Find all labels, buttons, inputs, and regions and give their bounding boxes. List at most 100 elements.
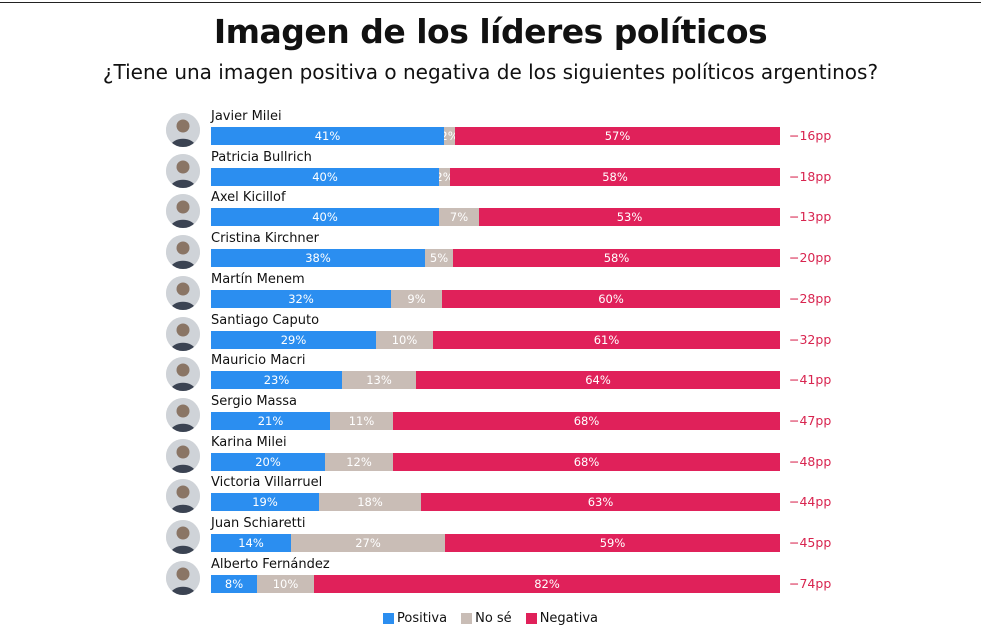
bar-segment-positiva: 20% (211, 452, 325, 471)
bar-segment-negativa: 58% (453, 249, 780, 268)
row-label-juan-schiaretti: Juan Schiaretti (211, 516, 306, 531)
bar-segment-no-se: 9% (391, 289, 442, 308)
row-label-martin-menem: Martín Menem (211, 271, 305, 287)
avatar-portrait-icon (166, 438, 200, 473)
bar-segment-negativa: 58% (450, 167, 780, 186)
net-label-victoria-villarruel: −44pp (789, 494, 832, 510)
data-label-no-se: 10% (391, 332, 418, 347)
bar-segment-no-se: 7% (439, 208, 479, 227)
data-label-negativa: 82% (534, 576, 560, 591)
net-label-martin-menem: −28pp (789, 290, 832, 306)
data-label-negativa: 57% (604, 129, 631, 143)
row-label-alberto-fernandez: Alberto Fernández (211, 556, 330, 572)
bar-martin-menem: 32% 9% 60% (211, 289, 780, 308)
bar-segment-positiva: 40% (211, 167, 439, 186)
avatar-portrait-icon (166, 275, 200, 310)
row-label-cristina-kirchner: Cristina Kirchner (211, 231, 320, 247)
avatar-portrait-icon (166, 153, 200, 188)
bar-segment-positiva: 40% (211, 208, 439, 227)
bar-segment-negativa: 63% (421, 493, 780, 512)
bar-patricia-bullrich: 40% 2% 58% (211, 167, 780, 186)
data-label-positiva: 23% (263, 373, 290, 388)
avatar-portrait-icon (166, 316, 200, 351)
bar-karina-milei: 20% 12% 68% (211, 452, 780, 471)
bar-segment-no-se: 13% (342, 371, 416, 390)
row-label-santiago-caputo: Santiago Caputo (211, 312, 320, 328)
avatar-portrait-icon (166, 560, 200, 595)
legend-item-positiva: Positiva (383, 611, 447, 626)
bar-segment-no-se: 18% (319, 493, 421, 512)
net-label-juan-schiaretti: −45pp (789, 535, 832, 550)
avatar-juan-schiaretti (166, 520, 200, 554)
bar-segment-negativa: 82% (314, 574, 780, 593)
legend-label-negativa: Negativa (539, 611, 598, 626)
bar-segment-positiva: 29% (211, 330, 376, 349)
avatar-sergio-massa (166, 397, 200, 432)
row-label-axel-kicillof: Axel Kicillof (211, 190, 286, 206)
data-label-no-se: 12% (346, 454, 372, 469)
legend-item-no-se: No sé (461, 611, 512, 626)
bar-segment-negativa: 68% (393, 452, 780, 471)
bar-segment-positiva: 21% (211, 411, 330, 430)
bar-juan-schiaretti: 14% 27% 59% (211, 534, 780, 552)
chart-title: Imagen de los líderes políticos (213, 12, 768, 51)
net-label-javier-milei: −16pp (789, 128, 832, 143)
data-label-no-se: 9% (407, 291, 426, 306)
data-label-positiva: 41% (314, 129, 341, 143)
data-label-positiva: 19% (252, 495, 278, 510)
data-label-no-se: 7% (449, 210, 469, 225)
data-label-positiva: 38% (305, 251, 331, 266)
data-label-negativa: 63% (587, 495, 614, 510)
net-label-patricia-bullrich: −18pp (789, 168, 832, 184)
row-label-victoria-villarruel: Victoria Villarruel (211, 475, 323, 491)
avatar-karina-milei (166, 438, 200, 473)
avatar-portrait-icon (166, 397, 200, 432)
avatar-portrait-icon (166, 113, 200, 147)
bar-santiago-caputo: 29% 10% 61% (211, 330, 780, 349)
bar-segment-positiva: 8% (211, 574, 257, 593)
bar-axel-kicillof: 40% 7% 53% (211, 208, 780, 227)
avatar-portrait-icon (166, 194, 200, 229)
data-label-negativa: 64% (585, 373, 611, 388)
data-label-negativa: 68% (573, 454, 600, 469)
avatar-portrait-icon (166, 520, 200, 554)
net-label-cristina-kirchner: −20pp (789, 250, 832, 266)
bar-segment-no-se: 27% (291, 534, 445, 552)
row-label-karina-milei: Karina Milei (211, 434, 287, 450)
avatar-javier-milei (166, 113, 200, 147)
data-label-negativa: 59% (599, 536, 626, 550)
bar-segment-negativa: 59% (445, 534, 780, 552)
bar-mauricio-macri: 23% 13% 64% (211, 371, 780, 390)
data-label-positiva: 40% (312, 210, 338, 225)
data-label-no-se: 18% (357, 495, 383, 510)
bar-alberto-fernandez: 8% 10% 82% (211, 574, 780, 593)
data-label-positiva: 8% (224, 576, 244, 591)
data-label-positiva: 29% (280, 332, 307, 347)
data-label-no-se: 2% (444, 129, 455, 143)
bar-segment-no-se: 2% (439, 167, 450, 186)
bar-segment-no-se: 10% (376, 330, 433, 349)
net-label-karina-milei: −48pp (789, 453, 832, 469)
bar-segment-negativa: 68% (393, 411, 780, 430)
bar-segment-negativa: 57% (455, 127, 780, 145)
data-label-no-se: 13% (366, 373, 392, 388)
avatar-santiago-caputo (166, 316, 200, 351)
avatar-portrait-icon (166, 357, 200, 392)
data-label-negativa: 61% (593, 332, 620, 347)
data-label-negativa: 53% (616, 210, 643, 225)
bar-segment-negativa: 64% (416, 371, 780, 390)
bar-segment-no-se: 5% (425, 249, 453, 268)
bar-segment-negativa: 60% (442, 289, 780, 308)
bar-segment-negativa: 61% (433, 330, 780, 349)
bar-segment-positiva: 41% (211, 127, 444, 145)
data-label-positiva: 21% (257, 413, 284, 428)
data-label-positiva: 40% (312, 169, 338, 184)
bar-victoria-villarruel: 19% 18% 63% (211, 493, 780, 512)
avatar-patricia-bullrich (166, 153, 200, 188)
legend-item-negativa: Negativa (525, 611, 598, 626)
net-label-axel-kicillof: −13pp (789, 209, 832, 225)
net-label-alberto-fernandez: −74pp (789, 575, 832, 591)
data-label-negativa: 58% (602, 169, 628, 184)
avatar-martin-menem (166, 275, 200, 310)
bar-segment-positiva: 23% (211, 371, 342, 390)
